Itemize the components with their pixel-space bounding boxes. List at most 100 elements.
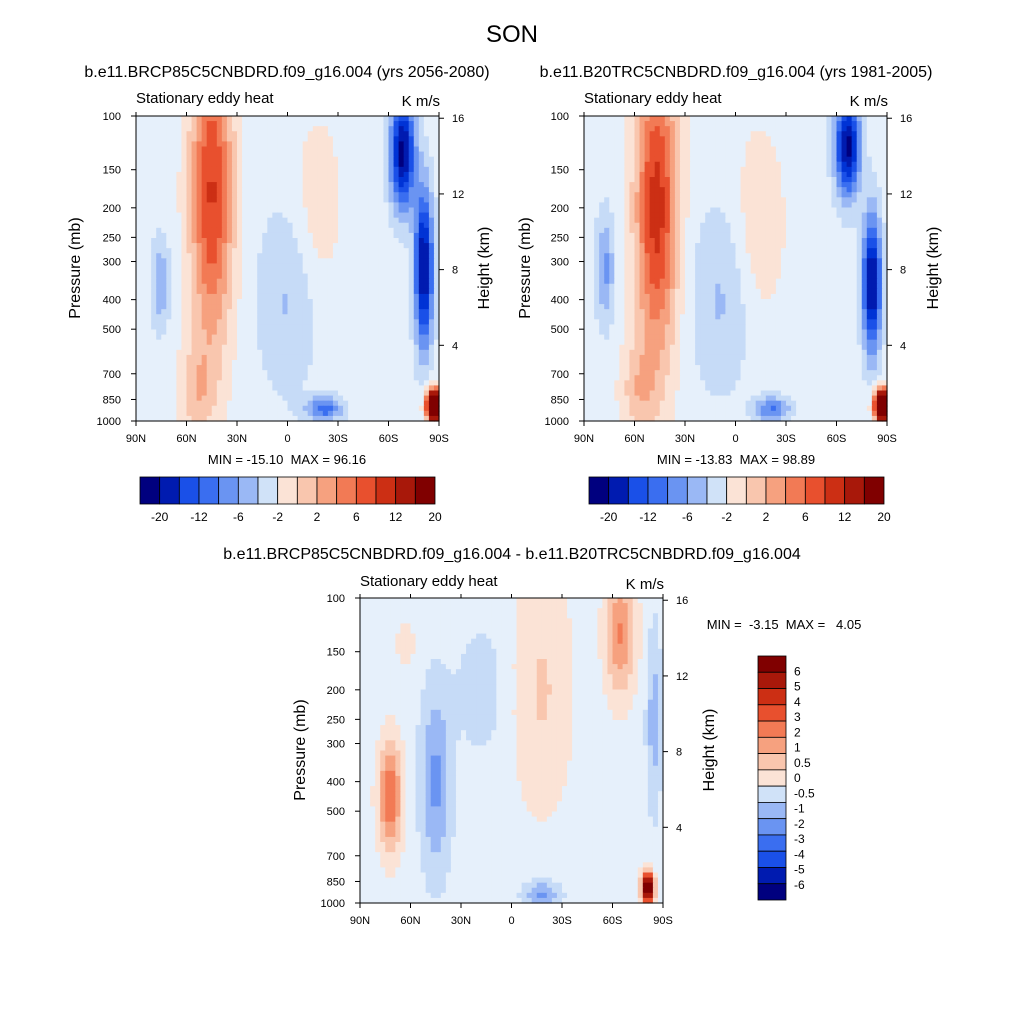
field-cell — [408, 354, 415, 361]
field-cell — [196, 405, 203, 412]
field-cell — [242, 375, 248, 381]
field-cell — [876, 166, 883, 173]
field-cell — [206, 410, 213, 417]
field-cell — [201, 126, 208, 132]
field-cell — [846, 116, 853, 122]
field-cell — [216, 136, 223, 143]
field-cell — [332, 268, 339, 275]
field-cell — [770, 187, 777, 193]
field-cell — [796, 187, 802, 193]
field-cell — [816, 151, 822, 158]
field-cell — [343, 344, 349, 351]
field-cell — [418, 319, 425, 326]
field-cell — [413, 202, 420, 209]
field-cell — [383, 151, 390, 158]
field-cell — [226, 314, 233, 320]
field-cell — [408, 415, 415, 422]
field-cell — [413, 344, 420, 351]
field-cell — [146, 344, 152, 351]
field-cell — [282, 212, 289, 219]
field-cell — [368, 166, 374, 173]
field-cell — [221, 263, 228, 270]
field-cell — [141, 319, 147, 326]
field-cell — [428, 380, 435, 387]
field-cell — [669, 146, 676, 153]
field-cell — [166, 354, 172, 361]
field-cell — [272, 131, 278, 137]
field-cell — [634, 217, 641, 224]
field-cell — [206, 390, 213, 397]
field-cell — [156, 354, 162, 361]
field-cell — [760, 161, 767, 168]
field-cell — [664, 161, 671, 168]
field-cell — [242, 126, 248, 132]
field-cell — [237, 258, 243, 265]
field-cell — [338, 192, 344, 198]
field-cell — [639, 192, 646, 198]
field-cell — [821, 222, 827, 229]
field-cell — [715, 171, 721, 178]
field-cell — [161, 217, 167, 224]
field-cell — [428, 136, 435, 143]
field-cell — [252, 395, 258, 402]
field-cell — [211, 192, 218, 198]
field-cell — [297, 202, 304, 209]
field-cell — [242, 222, 248, 229]
field-cell — [609, 166, 615, 173]
field-cell — [292, 395, 299, 402]
field-cell — [161, 141, 167, 148]
field-cell — [252, 116, 258, 122]
field-cell — [629, 192, 636, 198]
field-cell — [705, 171, 711, 178]
field-cell — [388, 227, 395, 234]
field-cell — [272, 309, 278, 315]
field-cell — [801, 146, 807, 153]
field-cell — [176, 283, 183, 290]
field-cell — [428, 217, 435, 224]
field-cell — [136, 243, 142, 249]
field-cell — [287, 222, 294, 229]
field-cell — [186, 304, 193, 310]
field-cell — [353, 334, 359, 341]
field-cell — [231, 334, 238, 341]
field-cell — [368, 258, 374, 265]
field-cell — [393, 354, 400, 361]
field-cell — [237, 344, 243, 351]
field-cell — [584, 212, 590, 219]
field-cell — [196, 227, 203, 234]
field-cell — [413, 258, 420, 265]
field-cell — [775, 166, 782, 173]
field-cell — [428, 304, 435, 310]
field-cell — [272, 146, 278, 153]
field-cell — [231, 354, 238, 361]
field-cell — [191, 202, 198, 209]
field-cell — [388, 187, 395, 193]
field-cell — [156, 182, 162, 188]
field-cell — [181, 360, 188, 366]
field-cell — [327, 283, 334, 290]
field-cell — [242, 415, 248, 422]
field-cell — [770, 166, 777, 173]
colorbar-swatch — [159, 476, 180, 505]
field-cell — [740, 141, 747, 148]
field-cell — [418, 390, 425, 397]
field-cell — [433, 405, 440, 412]
field-cell — [659, 217, 666, 224]
field-cell — [343, 278, 349, 285]
field-cell — [383, 182, 390, 188]
field-cell — [338, 283, 344, 290]
field-cell — [171, 405, 177, 412]
field-cell — [191, 334, 198, 341]
field-cell — [277, 370, 284, 376]
field-cell — [614, 187, 620, 193]
field-cell — [353, 309, 359, 315]
field-cell — [206, 283, 213, 290]
field-cell — [856, 156, 863, 163]
field-cell — [327, 141, 334, 148]
field-cell — [413, 370, 420, 376]
field-cell — [413, 324, 420, 331]
field-cell — [327, 309, 334, 315]
field-cell — [151, 232, 157, 239]
field-cell — [363, 166, 369, 173]
field-cell — [629, 136, 636, 143]
